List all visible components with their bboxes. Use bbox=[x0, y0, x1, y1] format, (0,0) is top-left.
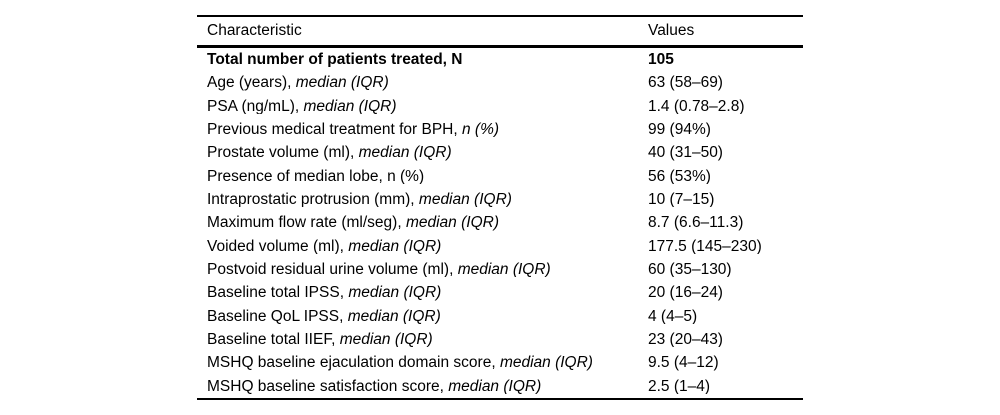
characteristic-italic-text: median (IQR) bbox=[348, 238, 442, 255]
value-cell: 2.5 (1–4) bbox=[648, 378, 711, 394]
value-cell: 177.5 (145–230) bbox=[648, 238, 762, 255]
characteristic-italic-text: median (IQR) bbox=[499, 355, 593, 371]
header-characteristic: Characteristic bbox=[207, 23, 302, 39]
characteristic-cell: Baseline QoL IPSS, median (IQR) bbox=[197, 309, 648, 325]
characteristic-italic-text: median (IQR) bbox=[303, 98, 397, 115]
table-row: Age (years), median (IQR) 63 (58–69) bbox=[197, 71, 803, 94]
table-body: Total number of patients treated, N 105 … bbox=[197, 48, 803, 400]
value-cell: 60 (35–130) bbox=[648, 261, 732, 278]
table-row: Baseline total IIEF, median (IQR) 23 (20… bbox=[197, 328, 803, 351]
characteristic-cell: Baseline total IIEF, median (IQR) bbox=[197, 332, 648, 348]
table-header-row: Characteristic Values bbox=[197, 15, 803, 48]
characteristic-cell: Age (years), median (IQR) bbox=[197, 75, 648, 91]
characteristic-text: Baseline total IIEF, bbox=[207, 331, 340, 348]
header-values: Values bbox=[648, 23, 695, 39]
table-row: Baseline total IPSS, median (IQR) 20 (16… bbox=[197, 281, 803, 304]
characteristic-text: Voided volume (ml), bbox=[207, 238, 349, 255]
characteristic-cell: Previous medical treatment for BPH, n (%… bbox=[197, 122, 648, 138]
table-row: Intraprostatic protrusion (mm), median (… bbox=[197, 188, 803, 211]
value-cell: 105 bbox=[648, 51, 674, 68]
characteristics-table: Characteristic Values Total number of pa… bbox=[197, 15, 803, 400]
characteristic-text: Total number of patients treated, N bbox=[207, 51, 463, 68]
characteristic-cell: PSA (ng/mL), median (IQR) bbox=[197, 99, 648, 115]
characteristic-text: Baseline total IPSS, bbox=[207, 285, 349, 301]
table-row: Previous medical treatment for BPH, n (%… bbox=[197, 118, 803, 141]
characteristic-italic-text: median (IQR) bbox=[348, 285, 442, 301]
table-row: Postvoid residual urine volume (ml), med… bbox=[197, 258, 803, 281]
characteristic-text: Age (years), bbox=[207, 75, 296, 91]
characteristic-text: Presence of median lobe, n (%) bbox=[207, 168, 425, 185]
value-cell: 1.4 (0.78–2.8) bbox=[648, 98, 745, 115]
characteristic-italic-text: median (IQR) bbox=[448, 378, 542, 394]
characteristic-text: Prostate volume (ml), bbox=[207, 145, 359, 161]
characteristic-cell: Baseline total IPSS, median (IQR) bbox=[197, 285, 648, 301]
value-cell: 4 (4–5) bbox=[648, 308, 698, 325]
value-cell: 56 (53%) bbox=[648, 168, 711, 185]
value-cell: 10 (7–15) bbox=[648, 191, 715, 208]
value-cell: 20 (16–24) bbox=[648, 285, 723, 301]
characteristic-cell: Voided volume (ml), median (IQR) bbox=[197, 239, 648, 255]
characteristic-text: Postvoid residual urine volume (ml), bbox=[207, 261, 458, 278]
characteristic-cell: Intraprostatic protrusion (mm), median (… bbox=[197, 192, 648, 208]
value-cell: 23 (20–43) bbox=[648, 331, 723, 348]
characteristic-italic-text: median (IQR) bbox=[405, 215, 499, 231]
value-cell: 99 (94%) bbox=[648, 121, 711, 138]
characteristic-cell: Maximum flow rate (ml/seg), median (IQR) bbox=[197, 215, 648, 231]
characteristic-cell: MSHQ baseline satisfaction score, median… bbox=[197, 379, 648, 395]
characteristic-cell: MSHQ baseline ejaculation domain score, … bbox=[197, 355, 648, 371]
characteristic-text: Intraprostatic protrusion (mm), bbox=[207, 191, 419, 208]
characteristic-italic-text: median (IQR) bbox=[418, 191, 512, 208]
table-row: PSA (ng/mL), median (IQR) 1.4 (0.78–2.8) bbox=[197, 95, 803, 118]
table-row: Total number of patients treated, N 105 bbox=[197, 48, 803, 71]
value-cell: 9.5 (4–12) bbox=[648, 355, 719, 371]
characteristic-cell: Presence of median lobe, n (%) bbox=[197, 169, 648, 185]
characteristic-text: Baseline QoL IPSS, bbox=[207, 308, 348, 325]
characteristic-italic-text: median (IQR) bbox=[339, 331, 433, 348]
characteristic-italic-text: median (IQR) bbox=[347, 308, 441, 325]
characteristic-italic-text: n (%) bbox=[462, 121, 500, 138]
table-row: Prostate volume (ml), median (IQR) 40 (3… bbox=[197, 141, 803, 164]
characteristic-italic-text: median (IQR) bbox=[295, 75, 389, 91]
table-row: Baseline QoL IPSS, median (IQR) 4 (4–5) bbox=[197, 305, 803, 328]
value-cell: 40 (31–50) bbox=[648, 145, 723, 161]
characteristic-italic-text: median (IQR) bbox=[358, 145, 452, 161]
table-row: Voided volume (ml), median (IQR) 177.5 (… bbox=[197, 235, 803, 258]
characteristic-text: Maximum flow rate (ml/seg), bbox=[207, 215, 406, 231]
characteristic-text: MSHQ baseline satisfaction score, bbox=[207, 378, 449, 394]
table-row: MSHQ baseline satisfaction score, median… bbox=[197, 375, 803, 398]
characteristic-text: MSHQ baseline ejaculation domain score, bbox=[207, 355, 500, 371]
value-cell: 63 (58–69) bbox=[648, 75, 723, 91]
characteristic-text: PSA (ng/mL), bbox=[207, 98, 304, 115]
characteristic-italic-text: median (IQR) bbox=[457, 261, 551, 278]
characteristic-cell: Total number of patients treated, N bbox=[197, 52, 648, 68]
value-cell: 8.7 (6.6–11.3) bbox=[648, 215, 744, 231]
characteristic-text: Previous medical treatment for BPH, bbox=[207, 121, 462, 138]
table-row: MSHQ baseline ejaculation domain score, … bbox=[197, 351, 803, 374]
table-row: Maximum flow rate (ml/seg), median (IQR)… bbox=[197, 211, 803, 234]
characteristic-cell: Postvoid residual urine volume (ml), med… bbox=[197, 262, 648, 278]
characteristic-cell: Prostate volume (ml), median (IQR) bbox=[197, 145, 648, 161]
table-row: Presence of median lobe, n (%) 56 (53%) bbox=[197, 165, 803, 188]
